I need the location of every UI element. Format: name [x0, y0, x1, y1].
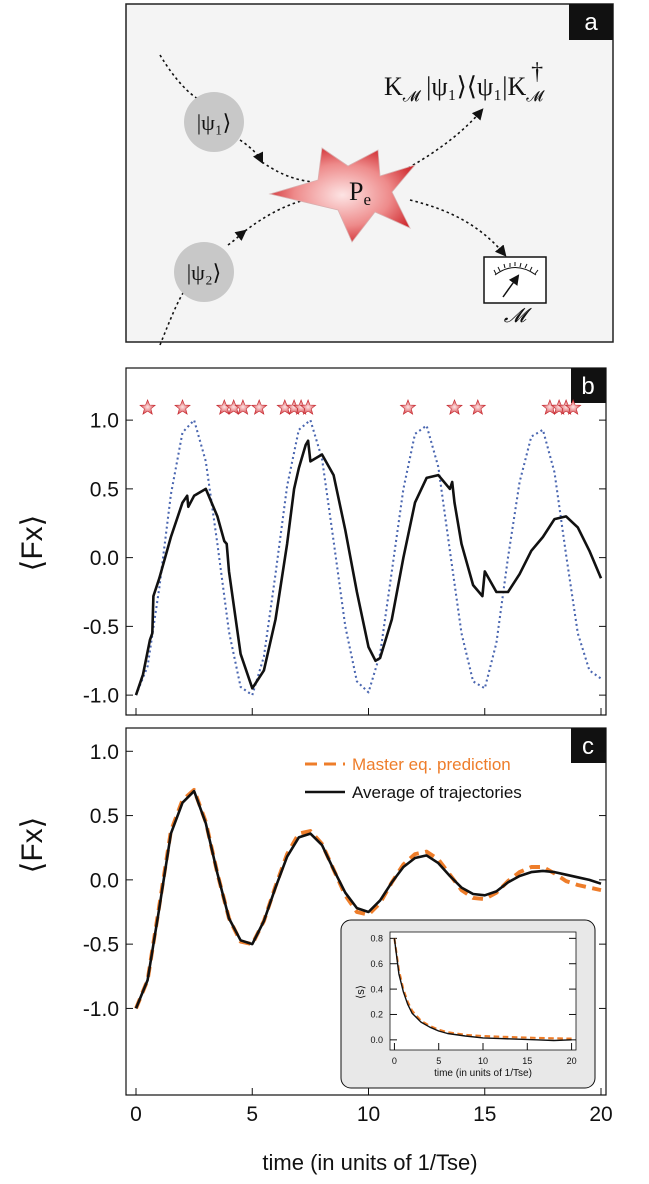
panel-c-y-tick-label: -0.5: [83, 934, 119, 957]
panel-b-y-tick-label: -1.0: [83, 685, 119, 708]
state-2-label: |ψ₂⟩: [187, 260, 221, 285]
panel-b-series-1: [134, 439, 603, 696]
panel-c-letter-box: [571, 728, 606, 763]
panel-a: a |ψ₁⟩ |ψ₂⟩ Pe K𝓜 |ψ₁⟩⟨ψ₁|K𝓜†: [125, 3, 614, 346]
legend-average: Average of trajectories: [352, 783, 522, 802]
path-in-1-a: [159, 54, 201, 101]
process-label: Pe: [349, 177, 371, 209]
panel-b-frame: [125, 367, 607, 716]
inset-y-tick-label: 0.0: [370, 1035, 383, 1045]
panel-c-y-tick-label: -1.0: [83, 998, 119, 1021]
panel-c-x-tick-label: 20: [589, 1103, 612, 1126]
inset-y-tick-label: 0.4: [370, 984, 383, 994]
panel-c-y-axis-label: ⟨Fx⟩: [16, 817, 49, 874]
panel-c-x-tick-label: 15: [473, 1103, 496, 1126]
panel-b-y-tick-label: 0.0: [90, 547, 119, 570]
measurement-marker: [299, 398, 317, 415]
output-operator: K𝓜 |ψ₁⟩⟨ψ₁|K𝓜†: [384, 59, 545, 105]
panel-c-x-tick-label: 5: [246, 1103, 258, 1126]
legend-master: Master eq. prediction: [352, 755, 511, 774]
state-1-circle: [184, 92, 244, 152]
x-axis-label: time (in units of 1/Tse): [262, 1150, 477, 1175]
panel-c-letter: c: [582, 733, 594, 760]
inset-y-tick-label: 0.8: [370, 934, 383, 944]
panel-c: c 1.0 0.5 0.0 -0.5 -1.0 0 5 10 15 20 ⟨Fx⟩ time (…: [16, 727, 613, 1175]
inset: 0.8 0.6 0.4 0.2 0.0 0 5 10 15 20 ⟨s⟩ time (in un…: [340, 919, 596, 1089]
inset-series: [393, 938, 572, 1042]
panel-c-series: [134, 787, 602, 1010]
inset-x-axis-label: time (in units of 1/Tse): [434, 1068, 532, 1079]
state-1-label: |ψ₁⟩: [197, 110, 231, 135]
panel-c-series-master-eq-prediction: [134, 787, 602, 1010]
path-out-2: [409, 199, 507, 257]
inset-x-tick-label: 0: [392, 1056, 397, 1066]
measurement-marker: [234, 398, 252, 415]
meter: 𝓜: [483, 256, 547, 327]
inset-y-tick-label: 0.6: [370, 959, 383, 969]
panel-a-letter-box: [569, 4, 613, 40]
panel-b-ticks: [126, 419, 606, 715]
panel-c-y-tick-label: 0.0: [90, 869, 119, 892]
inset-x-tick-labels: 0 5 10 15 20: [392, 1056, 577, 1066]
measurement-marker: [174, 398, 191, 415]
inset-y-tick-labels: 0.8 0.6 0.4 0.2 0.0: [370, 934, 383, 1046]
path-in-1-b: [239, 139, 264, 165]
path-in-1-c: [261, 161, 313, 183]
panel-c-y-tick-labels: 1.0 0.5 0.0 -0.5 -1.0: [83, 741, 119, 1021]
panel-b-series-0: [135, 419, 602, 697]
panel-c-y-tick-label: 1.0: [90, 741, 119, 764]
panel-b-measurement-markers: [139, 398, 582, 415]
inset-x-tick-label: 5: [436, 1056, 441, 1066]
inset-ticks: [390, 937, 576, 1050]
inset-series-average-of-trajectories: [393, 938, 572, 1042]
measurement-marker: [469, 398, 487, 415]
panel-c-series-average-of-trajectories: [134, 789, 602, 1009]
panel-a-letter: a: [584, 9, 598, 36]
measurement-marker: [564, 398, 582, 415]
path-in-2-a: [227, 229, 247, 246]
panel-b-series: [134, 419, 603, 697]
legend: Master eq. prediction Average of traject…: [305, 755, 522, 802]
panel-b-y-tick-labels: 1.0 0.5 0.0 -0.5 -1.0: [83, 410, 119, 708]
panel-b: b 1.0 0.5 0.0 -0.5 -1.0 ⟨Fx⟩: [16, 367, 607, 716]
inset-x-tick-label: 20: [567, 1056, 577, 1066]
inset-x-tick-label: 10: [478, 1056, 488, 1066]
panel-b-letter-box: [571, 368, 606, 403]
measurement-marker: [139, 398, 156, 415]
inset-y-tick-label: 0.2: [370, 1010, 383, 1020]
meter-label: 𝓜: [504, 305, 533, 327]
inset-plot-area: [389, 931, 577, 1051]
panel-b-y-tick-label: 1.0: [90, 410, 119, 433]
measurement-marker: [399, 398, 417, 415]
path-out-1: [407, 108, 484, 169]
panel-c-ticks: [126, 750, 606, 1095]
panel-b-letter: b: [581, 373, 594, 400]
measurement-marker: [446, 398, 463, 415]
inset-x-tick-label: 15: [522, 1056, 532, 1066]
inset-y-axis-label: ⟨s⟩: [355, 985, 367, 999]
state-2-circle: [174, 242, 234, 302]
inset-series-master-eq-prediction: [393, 938, 572, 1040]
measurement-marker: [250, 398, 268, 415]
panel-b-y-axis-label: ⟨Fx⟩: [16, 515, 49, 572]
process-star: [268, 147, 417, 243]
panel-c-x-tick-labels: 0 5 10 15 20: [130, 1103, 613, 1126]
panel-b-y-tick-label: 0.5: [90, 478, 119, 501]
panel-c-x-tick-label: 0: [130, 1103, 142, 1126]
panel-c-y-tick-label: 0.5: [90, 805, 119, 828]
panel-b-y-tick-label: -0.5: [83, 616, 119, 639]
panel-c-x-tick-label: 10: [357, 1103, 380, 1126]
